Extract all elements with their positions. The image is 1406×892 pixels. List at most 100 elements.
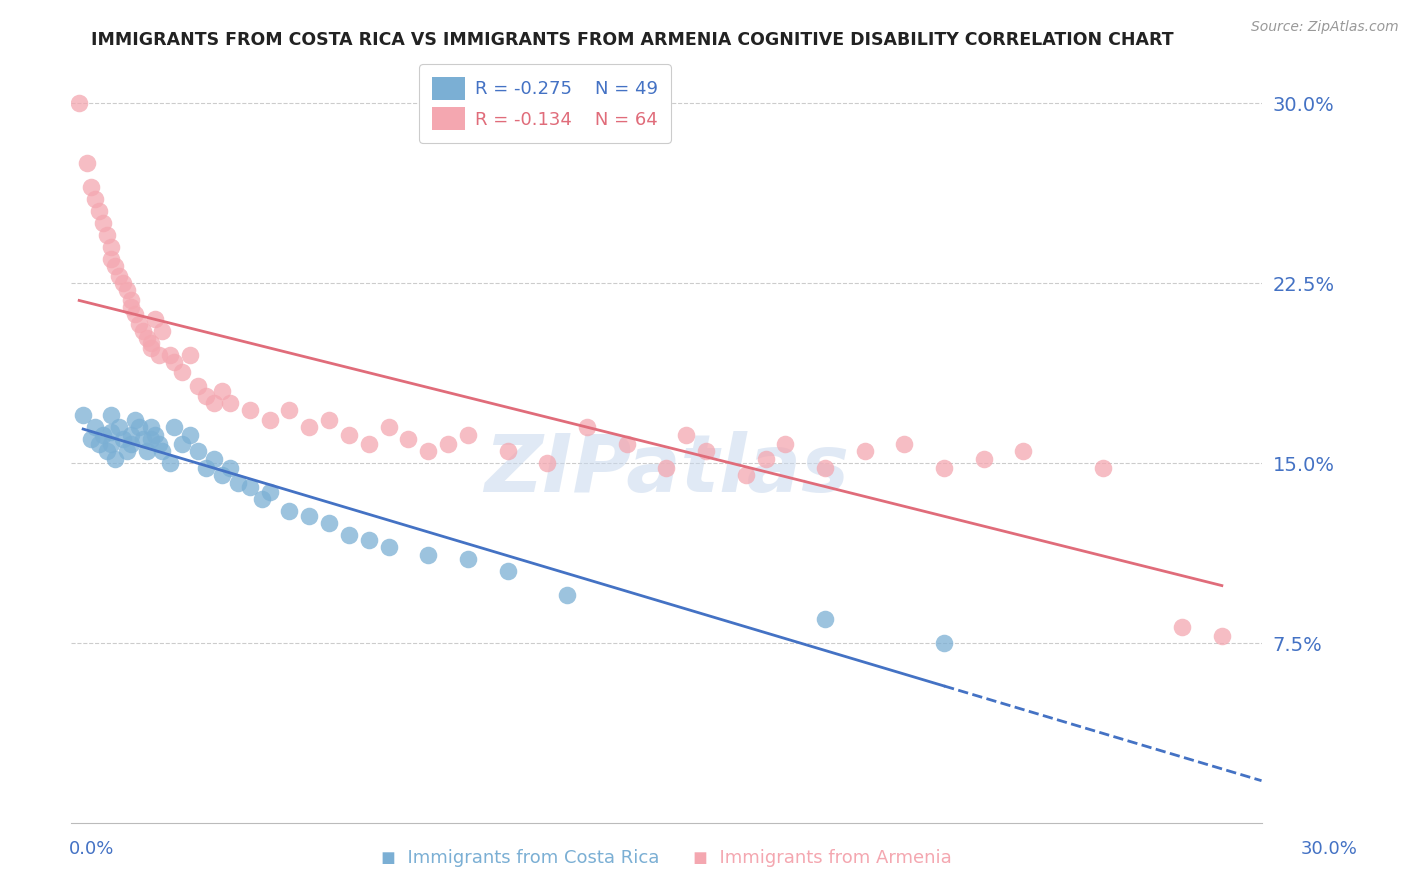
Point: [1091, 461, 1114, 475]
Point: [128, 317, 150, 331]
Point: [496, 444, 519, 458]
Point: [104, 260, 127, 274]
Point: [814, 461, 837, 475]
Point: [96, 228, 118, 243]
Point: [100, 425, 122, 439]
Point: [219, 396, 242, 410]
Text: ◼  Immigrants from Costa Rica: ◼ Immigrants from Costa Rica: [381, 849, 659, 867]
Point: [377, 420, 399, 434]
Point: [87, 437, 110, 451]
Point: [536, 456, 558, 470]
Point: [576, 420, 599, 434]
Point: [202, 451, 225, 466]
Point: [211, 384, 233, 399]
Point: [655, 461, 678, 475]
Point: [239, 403, 262, 417]
Point: [100, 409, 122, 423]
Text: IMMIGRANTS FROM COSTA RICA VS IMMIGRANTS FROM ARMENIA COGNITIVE DISABILITY CORRE: IMMIGRANTS FROM COSTA RICA VS IMMIGRANTS…: [91, 31, 1174, 49]
Point: [226, 475, 249, 490]
Point: [139, 420, 162, 434]
Point: [219, 461, 242, 475]
Point: [143, 312, 166, 326]
Point: [418, 444, 440, 458]
Point: [337, 528, 360, 542]
Point: [159, 348, 181, 362]
Point: [1211, 629, 1233, 643]
Point: [100, 252, 122, 267]
Point: [357, 533, 380, 548]
Point: [84, 192, 107, 206]
Point: [195, 461, 218, 475]
Point: [131, 324, 153, 338]
Point: [135, 444, 157, 458]
Point: [76, 156, 98, 170]
Text: Source: ZipAtlas.com: Source: ZipAtlas.com: [1251, 20, 1399, 34]
Point: [111, 433, 134, 447]
Point: [152, 444, 174, 458]
Point: [357, 437, 380, 451]
Point: [318, 516, 340, 531]
Point: [457, 552, 479, 566]
Point: [148, 348, 170, 362]
Point: [318, 413, 340, 427]
Point: [115, 444, 138, 458]
Point: [202, 396, 225, 410]
Point: [172, 365, 194, 379]
Point: [398, 433, 420, 447]
Point: [120, 300, 142, 314]
Point: [80, 180, 103, 194]
Point: [250, 492, 273, 507]
Point: [120, 293, 142, 307]
Point: [100, 437, 122, 451]
Point: [87, 204, 110, 219]
Text: ◼  Immigrants from Armenia: ◼ Immigrants from Armenia: [693, 849, 952, 867]
Point: [124, 308, 146, 322]
Point: [187, 379, 209, 393]
Point: [973, 451, 995, 466]
Point: [163, 420, 186, 434]
Point: [67, 96, 90, 111]
Point: [239, 480, 262, 494]
Point: [84, 420, 107, 434]
Text: 30.0%: 30.0%: [1301, 840, 1357, 858]
Point: [437, 437, 460, 451]
Point: [278, 403, 301, 417]
Point: [457, 427, 479, 442]
Point: [139, 336, 162, 351]
Point: [932, 461, 955, 475]
Point: [695, 444, 717, 458]
Point: [124, 413, 146, 427]
Point: [135, 331, 157, 345]
Point: [143, 427, 166, 442]
Point: [80, 433, 103, 447]
Point: [1171, 619, 1194, 633]
Point: [337, 427, 360, 442]
Point: [152, 324, 174, 338]
Point: [278, 504, 301, 518]
Point: [755, 451, 778, 466]
Point: [195, 389, 218, 403]
Point: [72, 409, 94, 423]
Point: [139, 341, 162, 355]
Point: [298, 420, 321, 434]
Point: [131, 433, 153, 447]
Point: [172, 437, 194, 451]
Point: [893, 437, 915, 451]
Point: [179, 348, 201, 362]
Point: [91, 216, 114, 230]
Point: [159, 456, 181, 470]
Point: [91, 427, 114, 442]
Point: [734, 468, 756, 483]
Point: [100, 240, 122, 254]
Point: [377, 541, 399, 555]
Point: [259, 485, 281, 500]
Point: [775, 437, 797, 451]
Point: [115, 284, 138, 298]
Point: [259, 413, 281, 427]
Point: [1012, 444, 1035, 458]
Point: [814, 612, 837, 626]
Point: [120, 437, 142, 451]
Point: [120, 427, 142, 442]
Text: 0.0%: 0.0%: [69, 840, 114, 858]
Point: [496, 565, 519, 579]
